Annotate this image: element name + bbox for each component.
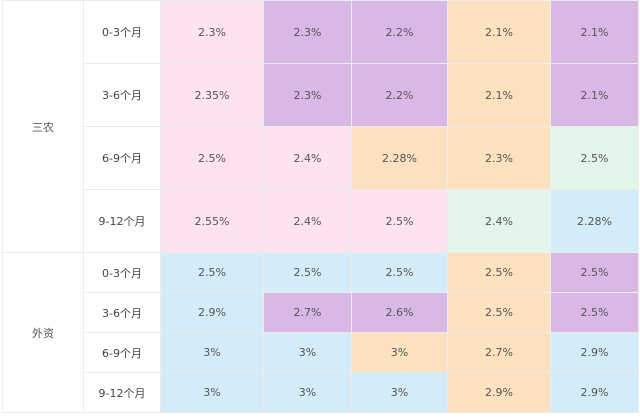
rate-cell: 3% (263, 372, 352, 413)
rate-cell: 3% (160, 332, 264, 373)
rate-cell: 2.35% (160, 63, 264, 127)
rate-cell: 2.9% (550, 332, 639, 373)
group-label: 外资 (2, 252, 84, 413)
term-label: 3-6个月 (83, 63, 161, 127)
table-row: 9-12个月 3% 3% 3% 2.9% 2.9% (3, 372, 639, 413)
rate-cell: 2.9% (160, 292, 264, 333)
rate-cell: 2.5% (550, 252, 639, 293)
rate-cell: 2.9% (550, 372, 639, 413)
rate-cell: 2.55% (160, 189, 264, 253)
term-label: 9-12个月 (83, 372, 161, 413)
table-row: 3-6个月 2.9% 2.7% 2.6% 2.5% 2.5% (3, 292, 639, 333)
term-label: 0-3个月 (83, 252, 161, 293)
table-row: 6-9个月 3% 3% 3% 2.7% 2.9% (3, 332, 639, 373)
table-row: 3-6个月 2.35% 2.3% 2.2% 2.1% 2.1% (3, 63, 639, 127)
rate-cell: 2.5% (263, 252, 352, 293)
rate-cell: 2.3% (263, 63, 352, 127)
rate-cell: 2.1% (447, 0, 551, 64)
rate-cell: 2.28% (550, 189, 639, 253)
rate-cell: 2.3% (263, 0, 352, 64)
rate-cell: 3% (263, 332, 352, 373)
rate-cell: 3% (351, 332, 448, 373)
rate-cell: 2.5% (550, 126, 639, 190)
rate-cell: 2.3% (447, 126, 551, 190)
rate-cell: 2.5% (160, 126, 264, 190)
table-row: 三农 0-3个月 2.3% 2.3% 2.2% 2.1% 2.1% (2, 0, 639, 253)
rate-cell: 2.5% (351, 252, 448, 293)
rate-cell: 2.6% (351, 292, 448, 333)
rate-cell: 2.2% (351, 63, 448, 127)
term-label: 3-6个月 (83, 292, 161, 333)
rate-cell: 2.2% (351, 0, 448, 64)
rate-cell: 2.7% (447, 332, 551, 373)
table-row: 6-9个月 2.5% 2.4% 2.28% 2.3% 2.5% (3, 126, 639, 190)
rate-cell: 2.5% (447, 252, 551, 293)
table-row: 外资 0-3个月 2.5% 2.5% 2.5% 2.5% 2.5% (2, 252, 639, 413)
term-label: 6-9个月 (83, 126, 161, 190)
rate-cell: 2.4% (263, 189, 352, 253)
rate-cell: 2.5% (447, 292, 551, 333)
term-label: 0-3个月 (83, 0, 161, 64)
rate-cell: 2.1% (550, 0, 639, 64)
rate-cell: 2.7% (263, 292, 352, 333)
rate-cell: 2.1% (550, 63, 639, 127)
rate-cell: 2.4% (263, 126, 352, 190)
rate-cell: 2.28% (351, 126, 448, 190)
term-label: 6-9个月 (83, 332, 161, 373)
rate-cell: 2.5% (160, 252, 264, 293)
table-row: 9-12个月 2.55% 2.4% 2.5% 2.4% 2.28% (3, 189, 639, 253)
rate-cell: 2.1% (447, 63, 551, 127)
rate-cell: 3% (351, 372, 448, 413)
rate-cell: 2.3% (160, 0, 264, 64)
rate-cell: 2.5% (351, 189, 448, 253)
rate-cell: 3% (160, 372, 264, 413)
rate-cell: 2.9% (447, 372, 551, 413)
rate-cell: 2.4% (447, 189, 551, 253)
term-label: 9-12个月 (83, 189, 161, 253)
rate-cell: 2.5% (550, 292, 639, 333)
group-label: 三农 (2, 0, 84, 253)
